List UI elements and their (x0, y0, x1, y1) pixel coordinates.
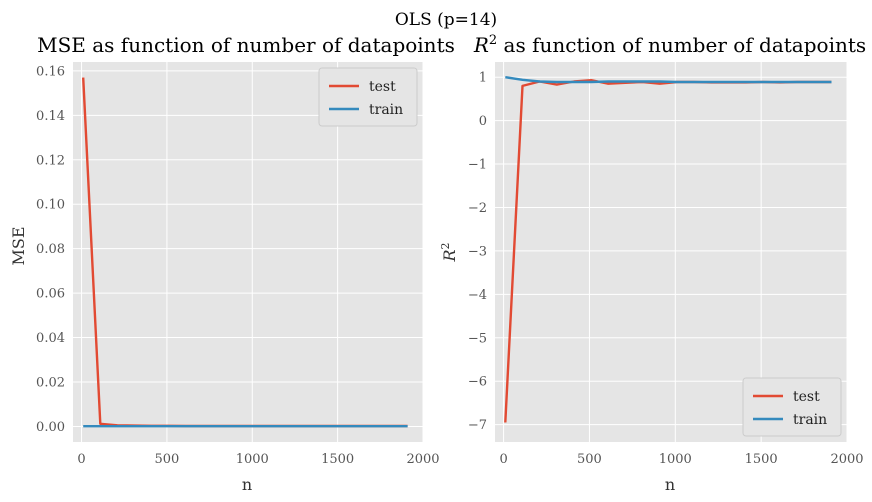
r2-x-tick-label: 1500 (745, 452, 778, 467)
mse-legend-label-test: test (369, 79, 396, 95)
r2-x-tick-label: 500 (577, 452, 602, 467)
mse-x-axis-label: n (242, 475, 252, 494)
mse-tick-labels: 0 500 1000 1500 2000 0.00 0.02 0.04 0.06 0.08 0.10… (36, 64, 440, 467)
r2-y-tick-label: 0 (479, 114, 487, 129)
r2-legend-box (742, 377, 842, 437)
r2-legend-label-train: train (793, 412, 827, 428)
mse-y-tick-label: 0.04 (36, 331, 65, 346)
r2-legend-label-test: test (793, 389, 820, 405)
r2-x-tick-label: 2000 (830, 452, 863, 467)
mse-x-tick-label: 0 (77, 452, 85, 467)
mse-y-tick-label: 0.10 (36, 198, 65, 213)
r2-title-rest: as function of number of datapoints (497, 33, 866, 57)
mse-legend-label-train: train (369, 102, 403, 118)
mse-x-tick-label: 2000 (406, 452, 439, 467)
r2-y-axis-label: R2 (439, 242, 459, 262)
mse-gridlines (73, 62, 424, 442)
r2-series-train-line (505, 76, 832, 84)
r2-gridlines (495, 62, 848, 442)
mse-x-tick-label: 1500 (321, 452, 354, 467)
mse-chart-title: MSE as function of number of datapoints (37, 33, 455, 57)
r2-legend: test train (742, 377, 842, 437)
r2-x-axis-label: n (665, 475, 675, 494)
r2-y-tick-label: 1 (479, 71, 487, 86)
r2-ylabel-sup: 2 (439, 242, 452, 249)
mse-x-tick-label: 500 (154, 452, 179, 467)
mse-x-tick-label: 1000 (236, 452, 269, 467)
mse-y-tick-label: 0.12 (36, 153, 65, 168)
r2-title-base: R (473, 33, 489, 57)
mse-series-lines (82, 77, 408, 428)
mse-panel: MSE as function of number of datapoints … (9, 33, 455, 494)
mse-y-tick-label: 0.06 (36, 287, 65, 302)
r2-x-tick-label: 1000 (659, 452, 692, 467)
figure-suptitle: OLS (p=14) (395, 10, 497, 30)
r2-chart-title: R2 as function of number of datapoints (473, 33, 866, 57)
mse-y-tick-label: 0.08 (36, 242, 65, 257)
r2-series-lines (504, 76, 832, 423)
r2-y-tick-label: −5 (468, 331, 487, 346)
r2-y-tick-label: −6 (468, 375, 487, 390)
r2-y-tick-label: −1 (468, 158, 487, 173)
mse-y-axis-label: MSE (9, 226, 28, 265)
r2-ylabel-base: R (440, 249, 459, 262)
r2-title-sup: 2 (489, 33, 497, 48)
mse-legend-box (318, 67, 418, 127)
r2-tick-labels: 0 500 1000 1500 2000 −7 −6 −5 −4 −3 −2 −1 0 1 (468, 71, 864, 467)
mse-y-tick-label: 0.02 (36, 376, 65, 391)
r2-x-tick-label: 0 (499, 452, 507, 467)
mse-legend: test train (318, 67, 418, 127)
mse-y-tick-label: 0.14 (36, 109, 65, 124)
r2-panel: R2 as function of number of datapoints 0… (439, 33, 866, 494)
r2-y-tick-label: −7 (468, 418, 487, 433)
r2-y-tick-label: −3 (468, 244, 487, 259)
r2-y-tick-label: −4 (468, 288, 487, 303)
mse-y-tick-label: 0.00 (36, 420, 65, 435)
r2-y-tick-label: −2 (468, 201, 487, 216)
mse-y-tick-label: 0.16 (36, 64, 65, 79)
